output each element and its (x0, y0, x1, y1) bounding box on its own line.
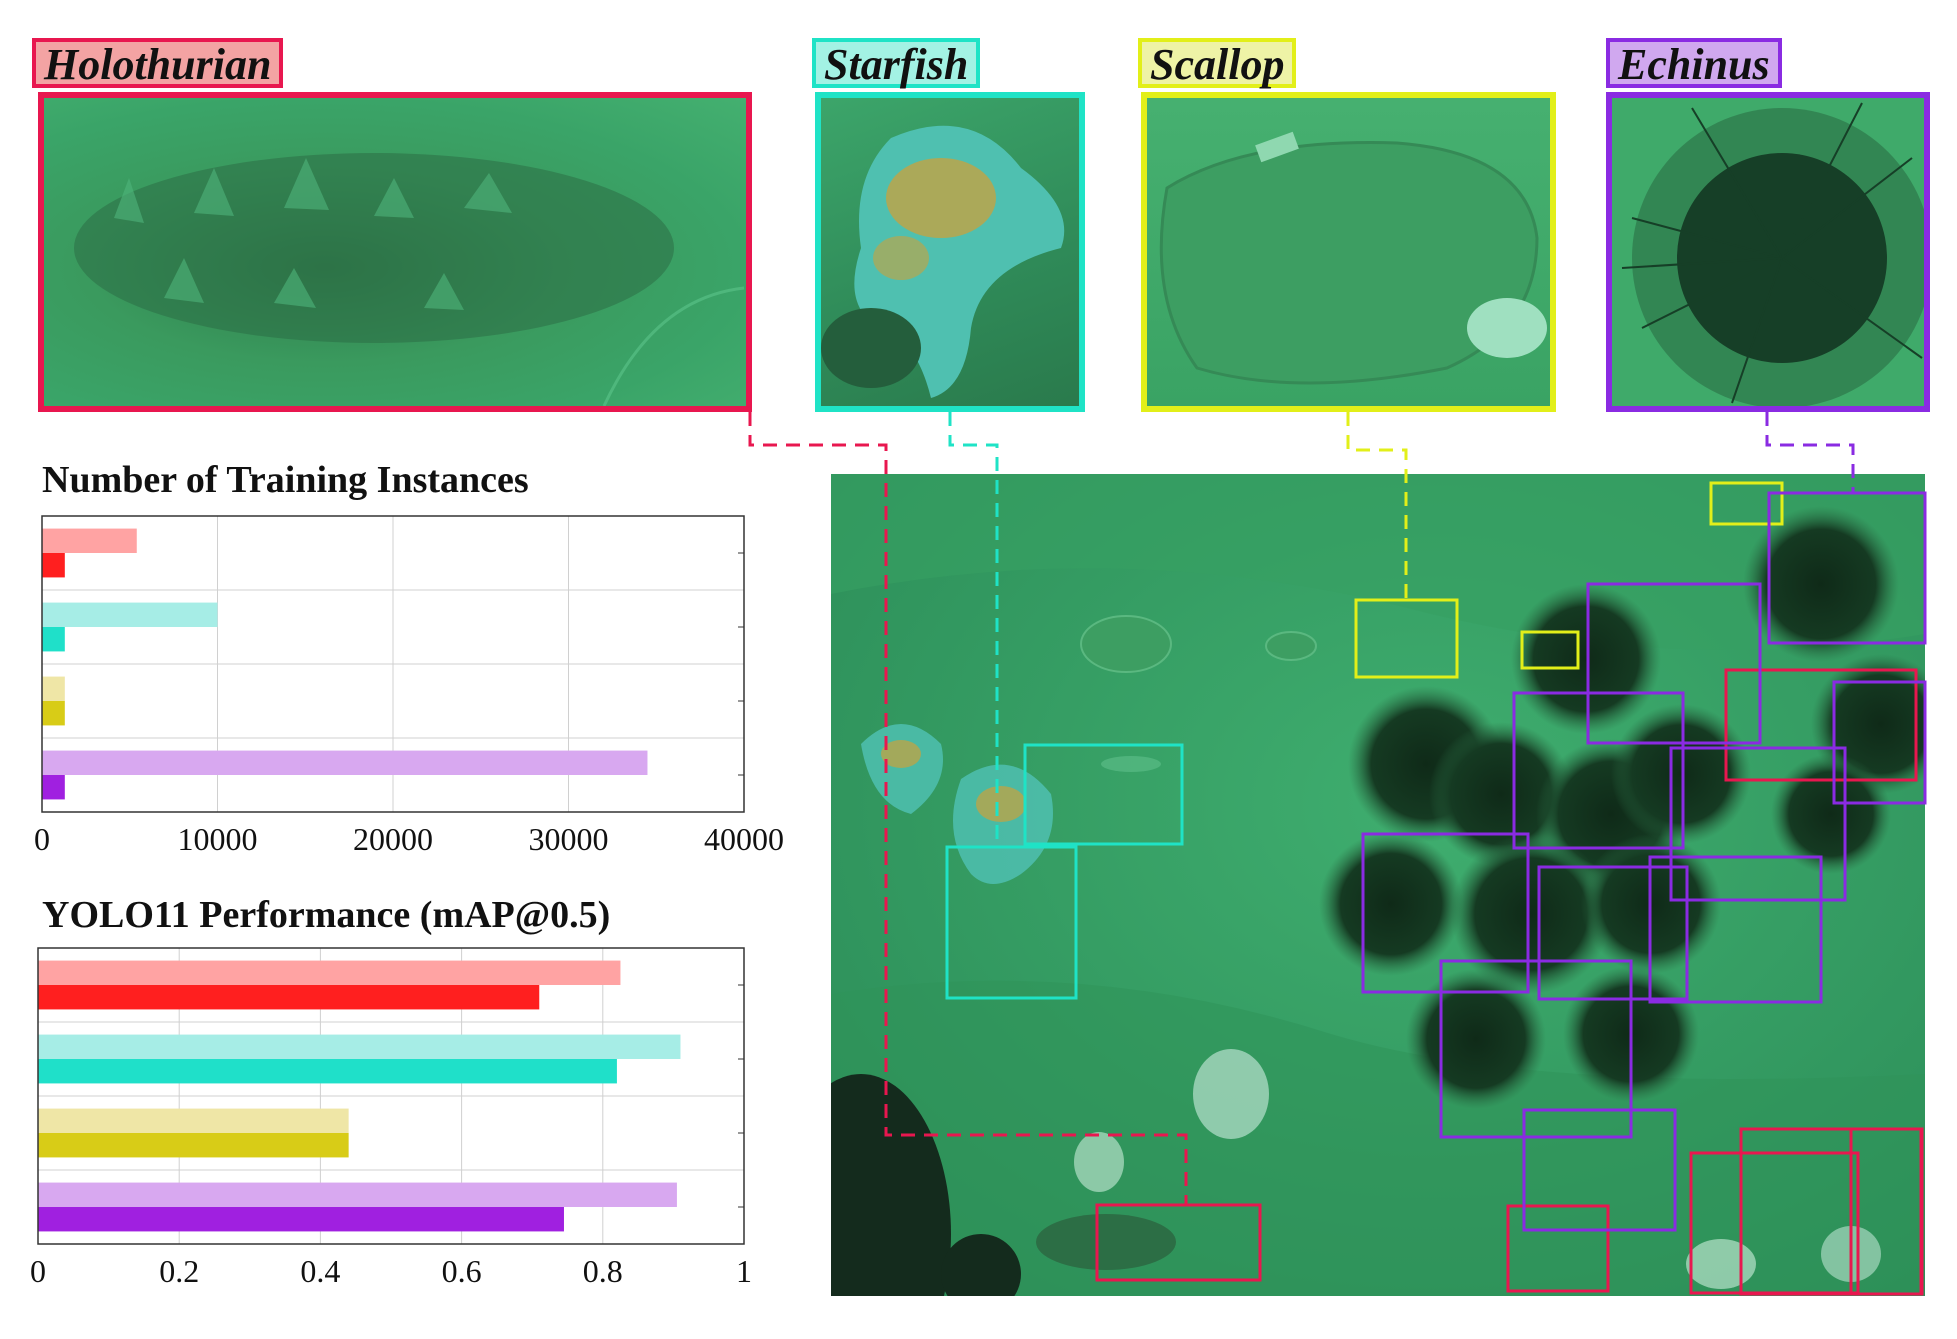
x-tick-label: 0.8 (583, 1253, 623, 1289)
x-tick-label: 0.4 (300, 1253, 340, 1289)
chart-frame (37, 947, 745, 1245)
bar-starfish-dark (42, 627, 65, 652)
bar-holothurian-dark (42, 553, 65, 578)
bar-scallop-dark (38, 1133, 349, 1158)
bar-scallop-light (42, 676, 65, 701)
bar-starfish-light (42, 602, 218, 627)
scallop-crop (1141, 92, 1556, 412)
bar-scallop-dark (42, 701, 65, 726)
x-tick-label: 30000 (529, 821, 609, 857)
x-tick-label: 20000 (353, 821, 433, 857)
bar-holothurian-light (38, 960, 621, 985)
x-tick-label: 0 (30, 1253, 46, 1289)
x-tick-label: 0.6 (442, 1253, 482, 1289)
chart-frame (41, 515, 745, 813)
x-tick-label: 0.2 (159, 1253, 199, 1289)
bar-starfish-dark (38, 1059, 617, 1084)
map-performance-chart: 0 0.2 0.4 0.6 0.8 1 (30, 947, 752, 1289)
bar-echinus-dark (42, 775, 65, 800)
starfish-crop (815, 92, 1085, 412)
bar-echinus-dark (38, 1207, 564, 1232)
bar-holothurian-dark (38, 985, 540, 1010)
x-tick-label: 10000 (178, 821, 258, 857)
bar-starfish-light (38, 1034, 681, 1059)
starfish-label: Starfish (812, 38, 981, 88)
bar-holothurian-light (42, 528, 137, 553)
chart2-title: YOLO11 Performance (mAP@0.5) (42, 894, 611, 936)
echinus-crop (1606, 92, 1930, 412)
training-instances-chart: 0 10000 20000 30000 40000 (34, 515, 784, 857)
chart1-title: Number of Training Instances (42, 459, 529, 501)
bar-scallop-light (38, 1108, 349, 1133)
x-tick-label: 0 (34, 821, 50, 857)
bar-echinus-light (42, 750, 648, 775)
x-tick-label: 40000 (704, 821, 784, 857)
holothurian-label: Holothurian (32, 38, 284, 88)
x-tick-label: 1 (736, 1253, 752, 1289)
bar-echinus-light (38, 1182, 677, 1207)
holothurian-crop (38, 92, 752, 412)
scallop-label: Scallop (1138, 38, 1297, 88)
echinus-label: Echinus (1606, 38, 1782, 88)
underwater-scene (831, 474, 1925, 1296)
